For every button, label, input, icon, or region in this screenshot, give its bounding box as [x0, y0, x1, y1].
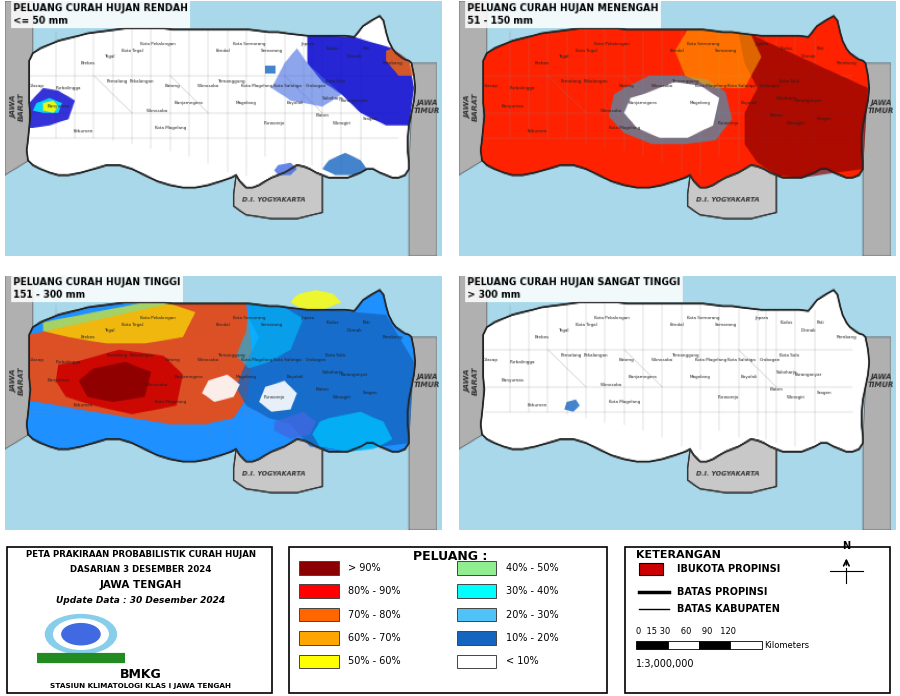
FancyBboxPatch shape: [626, 546, 890, 693]
FancyBboxPatch shape: [456, 631, 496, 644]
Text: 50% - 60%: 50% - 60%: [348, 656, 401, 666]
FancyBboxPatch shape: [300, 561, 338, 574]
FancyBboxPatch shape: [456, 585, 496, 598]
FancyBboxPatch shape: [300, 585, 338, 598]
FancyBboxPatch shape: [636, 641, 668, 649]
FancyBboxPatch shape: [290, 546, 608, 693]
Text: Kilometers: Kilometers: [764, 640, 810, 649]
Text: PETA PRAKIRAAN PROBABILISTIK CURAH HUJAN: PETA PRAKIRAAN PROBABILISTIK CURAH HUJAN: [26, 550, 256, 559]
Text: 80% - 90%: 80% - 90%: [348, 586, 401, 596]
Text: 60% - 70%: 60% - 70%: [348, 633, 401, 643]
Text: 40% - 50%: 40% - 50%: [506, 563, 558, 573]
Text: JAWA TENGAH: JAWA TENGAH: [100, 580, 182, 590]
FancyBboxPatch shape: [300, 654, 338, 668]
FancyBboxPatch shape: [699, 641, 730, 649]
Text: 70% - 80%: 70% - 80%: [348, 610, 401, 619]
FancyBboxPatch shape: [300, 608, 338, 622]
Text: BMKG: BMKG: [120, 668, 162, 681]
FancyBboxPatch shape: [7, 546, 272, 693]
Circle shape: [62, 624, 100, 644]
Circle shape: [54, 619, 108, 649]
Text: Update Data : 30 Desember 2024: Update Data : 30 Desember 2024: [57, 596, 226, 606]
Text: 30% - 40%: 30% - 40%: [506, 586, 558, 596]
FancyBboxPatch shape: [456, 608, 496, 622]
Text: 1:3,000,000: 1:3,000,000: [636, 659, 695, 670]
FancyBboxPatch shape: [730, 641, 761, 649]
Text: BATAS PROPINSI: BATAS PROPINSI: [677, 587, 768, 597]
Text: 0  15 30    60    90   120: 0 15 30 60 90 120: [636, 626, 736, 635]
Text: IBUKOTA PROPINSI: IBUKOTA PROPINSI: [677, 564, 780, 574]
FancyBboxPatch shape: [639, 563, 663, 576]
Text: DASARIAN 3 DESEMBER 2024: DASARIAN 3 DESEMBER 2024: [70, 564, 212, 574]
Text: > 90%: > 90%: [348, 563, 381, 573]
Text: 20% - 30%: 20% - 30%: [506, 610, 558, 619]
Text: N: N: [842, 541, 850, 551]
Text: BATAS KABUPATEN: BATAS KABUPATEN: [677, 603, 780, 613]
FancyBboxPatch shape: [300, 631, 338, 644]
Text: KETERANGAN: KETERANGAN: [636, 550, 721, 560]
Circle shape: [45, 615, 116, 654]
FancyBboxPatch shape: [456, 654, 496, 668]
Text: PELUANG :: PELUANG :: [413, 550, 487, 562]
Text: STASIUN KLIMATOLOGI KLAS I JAWA TENGAH: STASIUN KLIMATOLOGI KLAS I JAWA TENGAH: [50, 683, 231, 689]
Text: < 10%: < 10%: [506, 656, 538, 666]
FancyBboxPatch shape: [668, 641, 699, 649]
Text: 10% - 20%: 10% - 20%: [506, 633, 558, 643]
FancyBboxPatch shape: [456, 561, 496, 574]
